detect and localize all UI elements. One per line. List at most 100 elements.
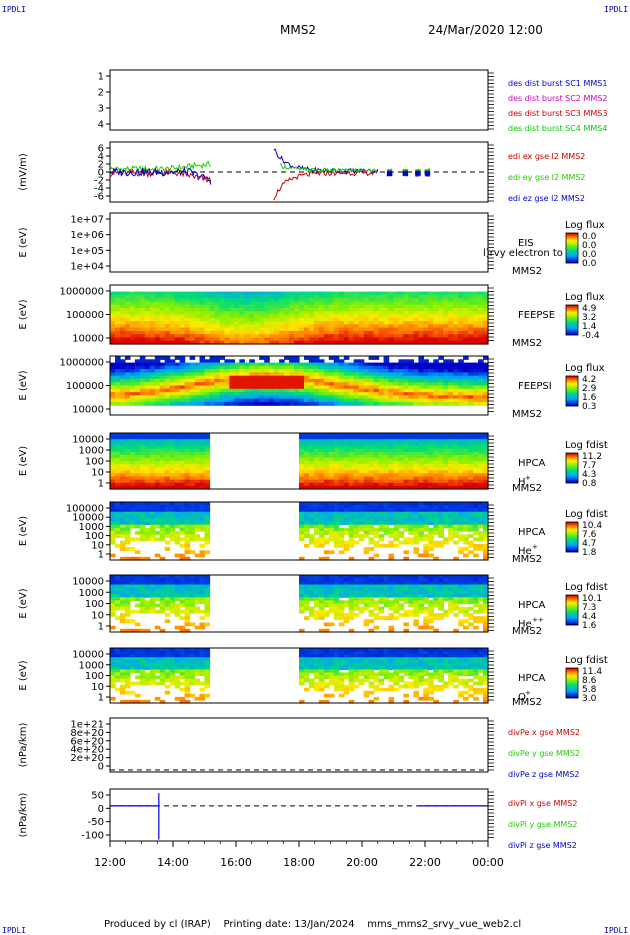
spectrogram-cell (423, 402, 429, 406)
spectrogram-cell (314, 544, 320, 548)
spectrogram-cell (205, 537, 211, 541)
spectrogram-cell (304, 473, 310, 477)
spectrogram-cell (205, 402, 211, 406)
spectrogram-cell (239, 402, 245, 406)
spectrogram-cell (135, 473, 141, 477)
spectrogram-cell (304, 508, 310, 512)
spectrogram-cell (130, 537, 136, 541)
spectrogram-cell (438, 356, 444, 360)
spectrogram-cell (359, 528, 365, 532)
spectrogram-cell (324, 623, 330, 627)
spectrogram-cell (150, 508, 156, 512)
spectrogram-cell (369, 356, 375, 360)
spectrogram-cell (120, 445, 126, 449)
spectrogram-cell (453, 445, 459, 449)
spectrogram-cell (399, 473, 405, 477)
spectrogram-cell (110, 554, 116, 558)
colorbar-title: Log flux (565, 292, 605, 303)
spectrogram-cell (438, 473, 444, 477)
spectrogram-cell (135, 521, 141, 525)
spectrogram-cell (185, 402, 191, 406)
spectrogram-cell (319, 544, 325, 548)
spectrogram-cell (155, 597, 161, 601)
spectrogram-cell (110, 626, 116, 630)
spectrogram-cell (309, 613, 315, 617)
spectrogram-cell (339, 594, 345, 598)
spectrogram-cell (359, 445, 365, 449)
spectrogram-cell (379, 473, 385, 477)
spectrogram-cell (155, 402, 161, 406)
spectrogram-cell (468, 445, 474, 449)
spectrogram-cell (155, 445, 161, 449)
y-axis-label: E (eV) (18, 370, 29, 400)
y-axis-label: E (eV) (18, 446, 29, 476)
spectrogram-cell (344, 473, 350, 477)
spectrogram-cell (120, 508, 126, 512)
spectrogram-cell (339, 544, 345, 548)
y-axis-label: E (eV) (18, 299, 29, 329)
spectrogram-cell (478, 445, 484, 449)
spectrogram-cell (195, 528, 201, 532)
spectrogram-cell (200, 473, 206, 477)
spectrogram-cell (130, 473, 136, 477)
spectrogram-cell (175, 508, 181, 512)
spectrogram-cell (155, 525, 161, 529)
spectrogram-cell (418, 402, 424, 406)
spectrogram-cell (269, 402, 275, 406)
spectrogram-cell (180, 521, 186, 525)
spectrogram-cell (443, 508, 449, 512)
species-label: He (518, 546, 532, 557)
spectrogram-cell (349, 616, 355, 620)
spectrogram-cell (369, 547, 375, 551)
spectrogram-cell (175, 613, 181, 617)
spectrogram-cell (354, 541, 360, 545)
y-tick-label: 1 (98, 72, 104, 83)
spectrogram-cell (135, 550, 141, 554)
spectrogram-cell (190, 550, 196, 554)
spectrogram-cell (374, 534, 380, 538)
spectrogram-cell (120, 402, 126, 406)
spectrogram-cell (135, 402, 141, 406)
spectrogram-cell (423, 473, 429, 477)
spectrogram-cell (369, 508, 375, 512)
spectrogram-cell (438, 402, 444, 406)
spectrogram-cell (408, 473, 414, 477)
spectrogram-cell (304, 534, 310, 538)
spectrogram-cell (438, 544, 444, 548)
spectrogram-cell (448, 521, 454, 525)
legend-entry: des dist burst SC4 MMS4 (508, 124, 607, 133)
spectrogram-cell (130, 547, 136, 551)
spectrogram-cell (339, 521, 345, 525)
spectrogram-cell (339, 508, 345, 512)
y-tick-label: 2 (98, 88, 104, 99)
spectrogram-cell (379, 528, 385, 532)
spectrogram-cell (205, 473, 211, 477)
spectrogram-cell (334, 508, 340, 512)
spectrogram-cell (319, 537, 325, 541)
spectrogram-cell (433, 445, 439, 449)
spectrogram-cell (389, 534, 395, 538)
spectrogram-cell (423, 521, 429, 525)
spectrogram-cell (458, 402, 464, 406)
spectrogram-cell (200, 626, 206, 630)
spectrogram-cell (379, 402, 385, 406)
spectrogram-cell (453, 473, 459, 477)
spectrogram-cell (329, 623, 335, 627)
spectrogram-cell (379, 610, 385, 614)
spectrogram-cell (359, 402, 365, 406)
spectrogram-cell (458, 550, 464, 554)
spectrogram-cell (413, 402, 419, 406)
spectrogram-cell (205, 623, 211, 627)
spectrogram-cell (374, 616, 380, 620)
spectrogram-cell (364, 623, 370, 627)
spectrogram-cell (433, 508, 439, 512)
spectrogram-cell (468, 550, 474, 554)
spectrogram-cell (374, 544, 380, 548)
spectrogram-cell (160, 445, 166, 449)
spectrogram-cell (369, 473, 375, 477)
spectrogram-cell (394, 537, 400, 541)
spectrogram-cell (349, 544, 355, 548)
spectrogram-cell (125, 473, 131, 477)
